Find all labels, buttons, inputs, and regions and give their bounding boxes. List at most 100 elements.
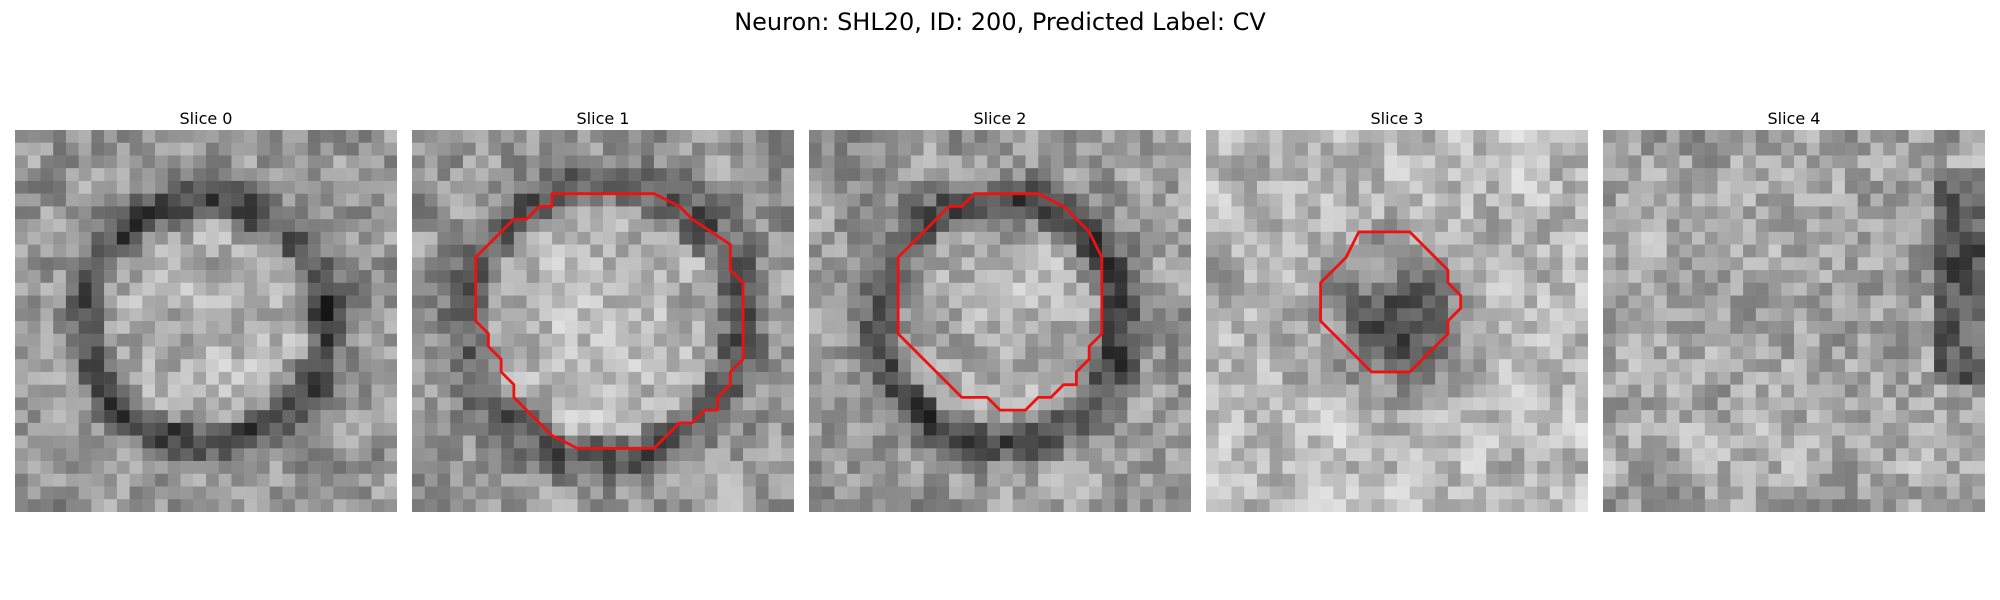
image-pixel	[717, 219, 731, 233]
image-pixel	[923, 333, 937, 347]
image-pixel	[821, 206, 835, 220]
image-pixel	[641, 244, 655, 258]
image-pixel	[1908, 257, 1922, 271]
image-pixel	[180, 371, 194, 385]
image-pixel	[167, 231, 181, 245]
image-pixel	[809, 193, 822, 207]
image-pixel	[155, 422, 169, 436]
image-pixel	[859, 180, 873, 194]
image-pixel	[333, 371, 347, 385]
image-pixel	[730, 371, 744, 385]
image-pixel	[755, 155, 769, 169]
image-pixel	[1921, 371, 1935, 385]
image-pixel	[65, 206, 79, 220]
image-pixel	[1679, 295, 1693, 309]
image-pixel	[1857, 168, 1871, 182]
image-pixel	[1460, 168, 1474, 182]
image-pixel	[1549, 384, 1563, 398]
image-pixel	[1819, 257, 1833, 271]
image-pixel	[743, 486, 757, 500]
image-pixel	[1140, 359, 1154, 373]
image-pixel	[1730, 435, 1744, 449]
image-pixel	[346, 308, 360, 322]
image-pixel	[1152, 397, 1166, 411]
image-pixel	[1921, 499, 1935, 512]
image-pixel	[256, 193, 270, 207]
image-pixel	[1628, 448, 1642, 462]
image-pixel	[590, 384, 604, 398]
image-pixel	[1641, 448, 1655, 462]
image-pixel	[218, 473, 232, 487]
image-pixel	[384, 295, 397, 309]
image-pixel	[1422, 499, 1436, 512]
image-pixel	[743, 244, 757, 258]
image-pixel	[1101, 448, 1115, 462]
image-pixel	[1231, 422, 1245, 436]
image-pixel	[1549, 308, 1563, 322]
image-pixel	[1244, 142, 1258, 156]
image-pixel	[1743, 206, 1757, 220]
image-pixel	[1704, 308, 1718, 322]
image-pixel	[167, 486, 181, 500]
image-pixel	[1206, 384, 1219, 398]
image-pixel	[193, 359, 207, 373]
image-pixel	[1460, 257, 1474, 271]
image-pixel	[1218, 231, 1232, 245]
image-pixel	[1768, 422, 1782, 436]
image-pixel	[1320, 155, 1334, 169]
image-pixel	[923, 180, 937, 194]
image-pixel	[743, 410, 757, 424]
image-pixel	[295, 321, 309, 334]
image-pixel	[180, 130, 194, 143]
image-pixel	[1371, 346, 1385, 360]
image-pixel	[1101, 499, 1115, 512]
image-pixel	[847, 257, 861, 271]
image-pixel	[781, 321, 794, 334]
image-pixel	[450, 295, 464, 309]
image-pixel	[1152, 384, 1166, 398]
image-pixel	[603, 180, 616, 194]
image-pixel	[539, 257, 553, 271]
image-pixel	[501, 321, 515, 334]
image-pixel	[193, 384, 207, 398]
image-pixel	[231, 130, 245, 143]
image-pixel	[53, 295, 67, 309]
image-pixel	[104, 461, 118, 475]
image-pixel	[1921, 435, 1935, 449]
image-pixel	[679, 448, 693, 462]
image-pixel	[412, 448, 425, 462]
image-pixel	[1819, 473, 1833, 487]
image-pixel	[1692, 193, 1706, 207]
image-pixel	[704, 180, 718, 194]
image-pixel	[1717, 130, 1731, 143]
image-pixel	[167, 422, 181, 436]
image-pixel	[1076, 206, 1090, 220]
image-pixel	[513, 435, 527, 449]
image-pixel	[1165, 244, 1179, 258]
image-pixel	[1076, 499, 1090, 512]
image-pixel	[1409, 142, 1423, 156]
image-pixel	[809, 206, 822, 220]
image-pixel	[717, 244, 731, 258]
image-pixel	[155, 448, 169, 462]
image-pixel	[1063, 473, 1077, 487]
image-pixel	[961, 231, 975, 245]
image-pixel	[1730, 244, 1744, 258]
image-pixel	[1679, 231, 1693, 245]
image-pixel	[1101, 282, 1115, 296]
image-pixel	[1127, 384, 1141, 398]
image-pixel	[666, 461, 680, 475]
image-pixel	[180, 448, 194, 462]
image-pixel	[206, 397, 219, 411]
image-pixel	[1206, 180, 1219, 194]
image-pixel	[1870, 486, 1884, 500]
image-pixel	[743, 295, 757, 309]
image-pixel	[1218, 155, 1232, 169]
image-pixel	[1537, 321, 1551, 334]
image-pixel	[717, 257, 731, 271]
image-pixel	[1781, 321, 1795, 334]
image-pixel	[1717, 168, 1731, 182]
image-pixel	[641, 435, 655, 449]
image-pixel	[40, 359, 54, 373]
image-pixel	[949, 371, 963, 385]
